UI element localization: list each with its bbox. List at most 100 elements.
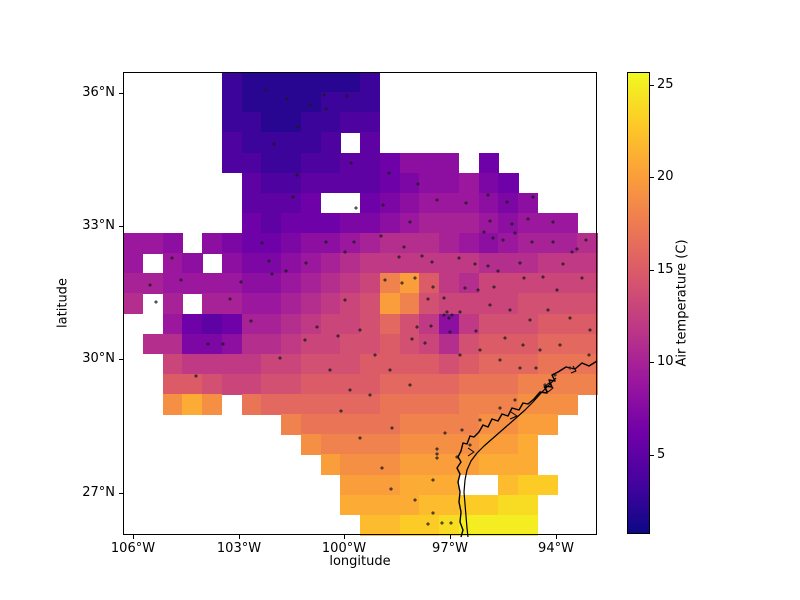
heatmap-cell — [518, 474, 539, 496]
heatmap-cell — [478, 273, 499, 295]
heatmap-cell — [281, 313, 302, 335]
colorbar-label: Air temperature (C) — [674, 239, 690, 367]
heatmap-cell — [340, 253, 361, 274]
heatmap-cell — [340, 454, 361, 476]
heatmap-cell — [439, 313, 460, 335]
heatmap-cell — [537, 313, 559, 335]
heatmap-cell — [419, 253, 440, 274]
heatmap-cell — [399, 233, 420, 254]
heatmap-cell — [340, 373, 361, 395]
heatmap-cell — [340, 72, 361, 93]
heatmap-cell — [281, 293, 302, 315]
heatmap-cell — [498, 514, 519, 536]
tick-mark — [119, 359, 123, 360]
heatmap-cell — [340, 233, 361, 254]
heatmap-cell — [182, 373, 203, 395]
heatmap-cell — [379, 212, 401, 234]
heatmap-cell — [458, 192, 480, 214]
heatmap-cell — [458, 514, 480, 536]
heatmap-cell — [379, 514, 401, 536]
heatmap-cell — [478, 454, 499, 476]
tick-mark — [650, 269, 654, 271]
tick-mark — [650, 177, 654, 179]
heatmap-cell — [281, 373, 302, 395]
heatmap-cell — [379, 434, 401, 456]
heatmap-cell — [320, 273, 341, 295]
heatmap-cell — [281, 333, 302, 355]
heatmap-cell — [261, 192, 282, 214]
heatmap-cell — [537, 414, 559, 435]
heatmap-cell — [399, 152, 420, 174]
heatmap-cell — [458, 414, 480, 435]
heatmap-cell — [399, 414, 420, 435]
heatmap-cell — [281, 353, 302, 375]
heatmap-cell — [162, 373, 183, 395]
heatmap-cell — [458, 394, 480, 415]
heatmap-cell — [320, 333, 341, 355]
heatmap-cell — [537, 394, 559, 415]
heatmap-cell — [577, 313, 598, 335]
heatmap-cell — [281, 394, 302, 415]
heatmap-cell — [300, 92, 322, 113]
heatmap-cell — [261, 152, 282, 174]
heatmap-cell — [478, 434, 499, 456]
heatmap-cell — [360, 273, 381, 295]
heatmap-cell — [419, 414, 440, 435]
heatmap-cell — [478, 333, 499, 355]
heatmap-cell — [360, 313, 381, 335]
heatmap-cell — [221, 373, 243, 395]
heatmap-cell — [300, 132, 322, 154]
heatmap-cell — [202, 333, 223, 355]
heatmap-cell — [419, 514, 440, 536]
heatmap-cell — [498, 394, 519, 415]
heatmap-cell — [577, 373, 598, 395]
coastline-segment — [463, 377, 557, 538]
heatmap-cell — [439, 353, 460, 375]
heatmap-cell — [202, 313, 223, 335]
heatmap-cell — [360, 474, 381, 496]
tick-mark — [119, 493, 123, 494]
heatmap-cell — [439, 454, 460, 476]
heatmap-cell — [537, 253, 559, 274]
heatmap-cell — [498, 333, 519, 355]
tick-mark — [650, 84, 654, 86]
heatmap-cell — [458, 494, 480, 516]
heatmap-cell — [241, 152, 262, 174]
heatmap-cell — [182, 333, 203, 355]
heatmap-cell — [300, 333, 322, 355]
heatmap-cell — [281, 253, 302, 274]
heatmap-cell — [478, 494, 499, 516]
heatmap-cell — [360, 434, 381, 456]
heatmap-cell — [439, 414, 460, 435]
heatmap-cell — [162, 293, 183, 315]
heatmap-cell — [379, 253, 401, 274]
heatmap-cell — [478, 152, 499, 174]
y-tick-label: 30°N — [82, 351, 115, 366]
heatmap-cell — [518, 293, 539, 315]
heatmap-cell — [320, 414, 341, 435]
heatmap-cell — [281, 72, 302, 93]
heatmap-cell — [340, 112, 361, 133]
x-axis-label: longitude — [329, 554, 391, 569]
heatmap-cell — [577, 333, 598, 355]
heatmap-cell — [439, 212, 460, 234]
heatmap-cell — [537, 293, 559, 315]
heatmap-cell — [221, 273, 243, 295]
heatmap-cell — [518, 253, 539, 274]
heatmap-cell — [221, 132, 243, 154]
heatmap-cell — [340, 394, 361, 415]
heatmap-cell — [557, 233, 578, 254]
heatmap-cell — [439, 152, 460, 174]
heatmap-cell — [300, 373, 322, 395]
tick-mark — [650, 454, 654, 456]
heatmap-cell — [439, 373, 460, 395]
heatmap-cell — [439, 333, 460, 355]
heatmap-cell — [360, 132, 381, 154]
heatmap-cell — [419, 373, 440, 395]
heatmap-cell — [261, 132, 282, 154]
heatmap-cell — [320, 112, 341, 133]
heatmap-cell — [241, 313, 262, 335]
heatmap-cell — [320, 233, 341, 254]
heatmap-cell — [399, 514, 420, 536]
y-axis-label: latitude — [55, 278, 71, 328]
